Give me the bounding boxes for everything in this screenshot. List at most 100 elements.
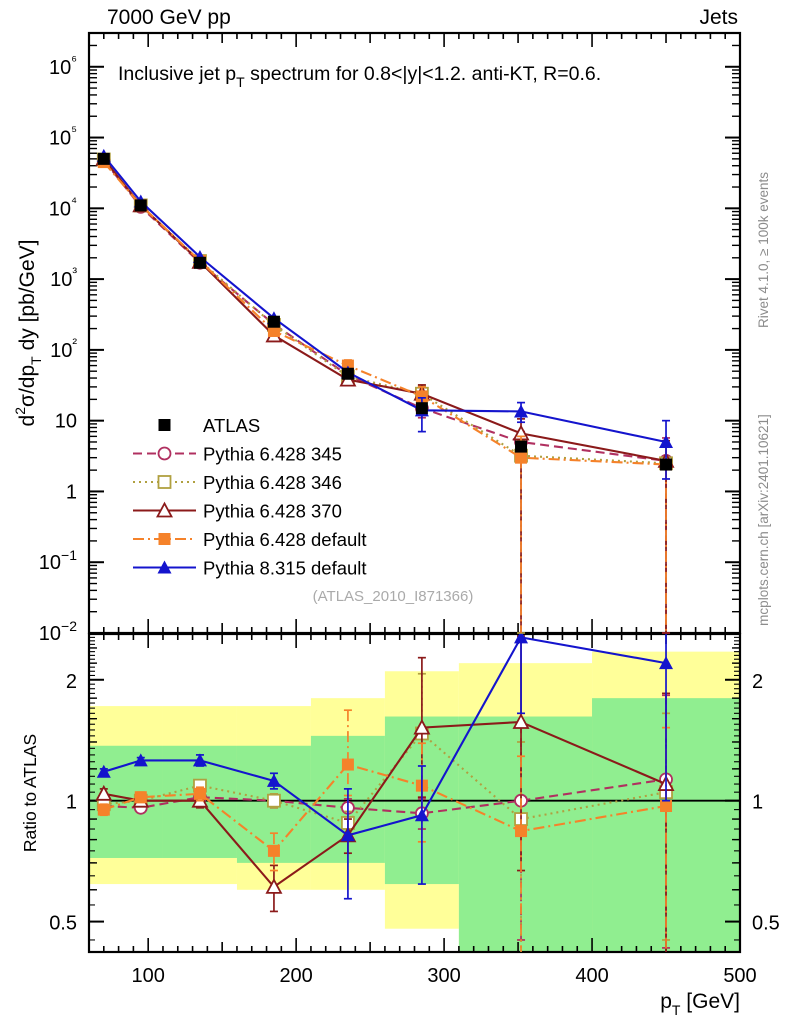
main-series bbox=[96, 153, 673, 634]
main-ytick-label: 1 bbox=[66, 481, 77, 503]
xtick-label: 400 bbox=[575, 965, 608, 987]
main-panel-frame bbox=[87, 31, 742, 635]
legend-entry-3[interactable]: Pythia 6.428 370 bbox=[133, 501, 342, 522]
data-point-marker bbox=[660, 458, 673, 471]
data-point-marker bbox=[155, 501, 174, 518]
legend-entry-4[interactable]: Pythia 6.428 default bbox=[133, 529, 367, 550]
legend-entry-1[interactable]: Pythia 6.428 345 bbox=[133, 444, 342, 465]
data-point-marker bbox=[267, 844, 280, 857]
data-point-marker bbox=[97, 152, 110, 165]
data-point-marker bbox=[157, 446, 172, 461]
data-point-marker bbox=[341, 367, 354, 380]
ratio-ytick-label-left: 0.5 bbox=[49, 913, 77, 935]
data-point-marker bbox=[415, 390, 428, 403]
data-point-marker bbox=[265, 878, 283, 894]
main-series bbox=[96, 148, 674, 480]
xtick-label: 500 bbox=[723, 965, 756, 987]
main-ytick-label: 10⁴ bbox=[49, 193, 77, 220]
data-point-marker bbox=[193, 787, 206, 800]
data-point-marker bbox=[514, 630, 529, 644]
ratio-yaxis-label: Ratio to ATLAS bbox=[20, 734, 40, 852]
data-point-marker bbox=[96, 764, 111, 778]
ratio-ytick-label-left: 2 bbox=[66, 671, 77, 693]
legend: ATLAS Pythia 6.428 345 Pythia 6.428 346 Pyt… bbox=[133, 415, 367, 579]
main-ytick-label: 10² bbox=[50, 335, 77, 362]
data-point-marker bbox=[659, 656, 674, 670]
legend-label: Pythia 6.428 346 bbox=[203, 472, 342, 493]
svg-text:10⁵: 10⁵ bbox=[49, 123, 77, 150]
data-point-marker bbox=[157, 475, 172, 489]
data-point-marker bbox=[341, 758, 354, 771]
main-ytick-label: 10⁵ bbox=[49, 123, 77, 150]
main-ytick-label: 10−2 bbox=[39, 618, 77, 645]
data-point-marker bbox=[158, 419, 171, 431]
legend-label: Pythia 6.428 345 bbox=[203, 444, 342, 465]
ratio-ytick-label-right: 0.5 bbox=[752, 913, 780, 935]
data-point-marker bbox=[512, 713, 530, 729]
svg-text:10⁶: 10⁶ bbox=[49, 52, 77, 79]
data-point-marker bbox=[97, 803, 110, 816]
ratio-ytick-label-left: 1 bbox=[66, 792, 77, 814]
series-line bbox=[103, 720, 667, 889]
main-plot-title: Inclusive jet pT spectrum for 0.8<|y|<1.… bbox=[118, 63, 601, 90]
data-point-marker bbox=[134, 199, 147, 212]
main-series bbox=[97, 152, 673, 471]
analysis-id-watermark: (ATLAS_2010_I871366) bbox=[313, 588, 474, 605]
rivet-version-note: Rivet 4.1.0, ≥ 100k events bbox=[756, 172, 771, 328]
data-point-marker bbox=[192, 753, 207, 767]
svg-text:1: 1 bbox=[66, 481, 77, 503]
ratio-series bbox=[96, 630, 674, 900]
data-point-marker bbox=[514, 404, 529, 418]
main-ytick-label: 10³ bbox=[50, 264, 77, 291]
legend-entry-2[interactable]: Pythia 6.428 346 bbox=[133, 472, 342, 493]
data-point-marker bbox=[266, 773, 281, 787]
data-point-marker bbox=[134, 791, 147, 804]
ratio-uncertainty-bands bbox=[89, 651, 740, 952]
series-line bbox=[102, 155, 667, 444]
beam-energy-label: 7000 GeV pp bbox=[107, 6, 231, 29]
legend-label: ATLAS bbox=[203, 415, 260, 436]
ratio-series bbox=[97, 709, 673, 952]
svg-text:10: 10 bbox=[55, 411, 77, 433]
axis-ticks bbox=[88, 32, 741, 952]
data-point-marker bbox=[659, 434, 674, 448]
series-line bbox=[103, 763, 667, 853]
ratio-ytick-label-right: 2 bbox=[752, 671, 763, 693]
data-point-marker bbox=[413, 718, 431, 735]
main-ytick-label: 10−1 bbox=[39, 547, 77, 574]
xaxis-label: pT [GeV] bbox=[660, 990, 740, 1018]
main-ytick-label: 10⁶ bbox=[49, 52, 77, 79]
series-line bbox=[102, 158, 667, 465]
svg-text:10²: 10² bbox=[50, 335, 77, 362]
data-point-marker bbox=[660, 799, 673, 812]
main-ytick-label: 10 bbox=[55, 411, 77, 433]
main-yaxis-label: d2σ/dpT dy [pb/GeV] bbox=[12, 240, 44, 427]
main-series bbox=[97, 156, 673, 633]
data-point-marker bbox=[267, 793, 281, 808]
data-point-marker bbox=[158, 533, 171, 545]
xtick-label: 200 bbox=[279, 965, 312, 987]
data-point-marker bbox=[515, 825, 528, 838]
series-line bbox=[102, 158, 667, 462]
svg-text:10−2: 10−2 bbox=[39, 618, 77, 645]
series-line bbox=[103, 636, 667, 837]
svg-text:10³: 10³ bbox=[50, 264, 77, 291]
series-line bbox=[103, 778, 667, 815]
svg-text:10−1: 10−1 bbox=[39, 547, 77, 574]
data-point-marker bbox=[414, 808, 429, 822]
data-point-marker bbox=[133, 753, 148, 767]
data-point-marker bbox=[415, 402, 428, 415]
data-point-marker bbox=[95, 784, 113, 801]
legend-label: Pythia 8.315 default bbox=[203, 558, 367, 579]
xtick-label: 100 bbox=[131, 965, 164, 987]
legend-entry-5[interactable]: Pythia 8.315 default bbox=[133, 558, 367, 579]
ratio-ytick-label-right: 1 bbox=[752, 792, 763, 814]
xtick-label: 300 bbox=[427, 965, 460, 987]
data-point-marker bbox=[340, 828, 355, 842]
data-point-marker bbox=[267, 324, 280, 337]
legend-entry-0[interactable]: ATLAS bbox=[158, 415, 261, 436]
legend-label: Pythia 6.428 370 bbox=[203, 501, 342, 522]
svg-text:10⁴: 10⁴ bbox=[49, 193, 77, 220]
